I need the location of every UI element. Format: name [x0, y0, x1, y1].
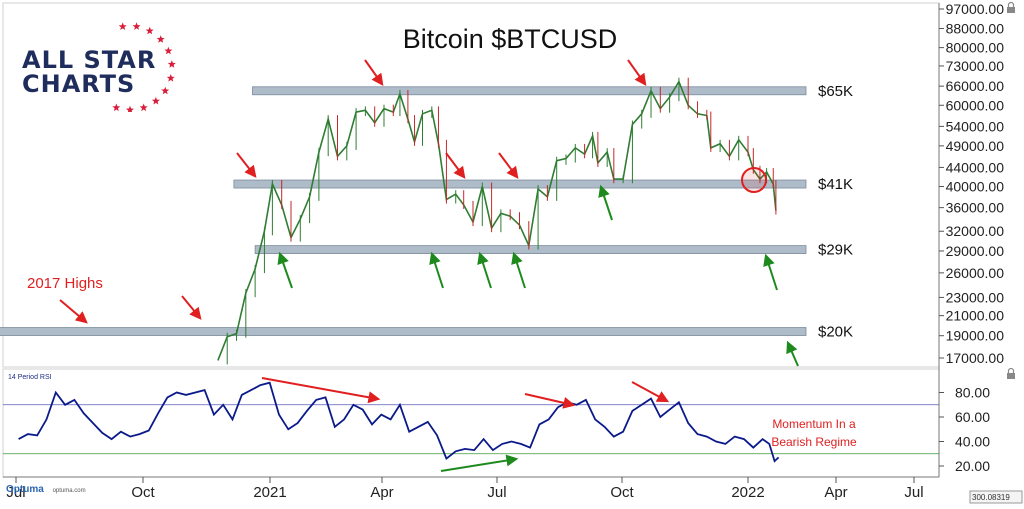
breakdown-circle — [741, 167, 767, 193]
price-tick-label: 88000.00 — [946, 21, 1005, 37]
logo-star — [151, 96, 160, 105]
time-tick-label: Jul — [487, 484, 506, 501]
lock-icon[interactable] — [1007, 1, 1015, 14]
rsi-red-arrow — [631, 381, 670, 403]
logo-star — [167, 60, 176, 68]
price-tick-label: 36000.00 — [946, 200, 1005, 216]
green-arrow — [477, 251, 492, 289]
optuma-logo-text: Optuma — [6, 484, 44, 495]
level-band — [254, 245, 807, 254]
logo-star — [118, 22, 127, 30]
green-arrow — [598, 184, 613, 221]
level-band — [252, 86, 807, 96]
logo-star — [112, 103, 121, 112]
price-tick-label: 97000.00 — [946, 1, 1005, 17]
time-tick-label: Jul — [904, 484, 923, 501]
rsi-tick-label: 80.00 — [955, 385, 990, 401]
rsi-red-arrow — [261, 377, 381, 404]
logo-star — [164, 46, 173, 55]
chart-title: Bitcoin $BTCUSD — [403, 24, 618, 54]
optuma-url: optuma.com — [52, 488, 86, 494]
time-tick-label: 2022 — [731, 484, 764, 501]
time-tick-label: Jul — [6, 484, 25, 501]
rsi-arrows — [261, 377, 670, 472]
price-tick-label: 60000.00 — [946, 97, 1005, 113]
rsi-annotation-line1: Momentum In a — [772, 417, 856, 431]
price-tick-label: 40000.00 — [946, 179, 1005, 195]
price-tick-label: 19000.00 — [946, 328, 1005, 344]
price-arrows-red — [59, 59, 647, 324]
readout-box — [969, 490, 1023, 504]
logo-star — [132, 22, 141, 30]
rsi-tick-label: 20.00 — [955, 458, 990, 474]
readout-value: 300.08319 — [972, 493, 1010, 502]
level-label: $29K — [818, 242, 853, 259]
green-arrow — [511, 251, 526, 289]
red-arrow — [445, 152, 466, 179]
level-label: $20K — [818, 324, 853, 341]
red-arrow — [181, 295, 202, 320]
price-tick-label: 29000.00 — [946, 243, 1005, 259]
rsi-green-arrow — [440, 454, 519, 472]
price-tick-label: 66000.00 — [946, 78, 1005, 94]
logo-star — [166, 74, 175, 82]
green-arrow — [763, 253, 778, 291]
green-arrow — [429, 251, 444, 289]
logo-line-2: CHARTS — [22, 70, 136, 98]
logo-line-1: ALL STAR — [22, 46, 157, 74]
price-tick-label: 17000.00 — [946, 350, 1005, 366]
price-tick-label: 49000.00 — [946, 138, 1005, 154]
red-arrow — [627, 59, 647, 86]
time-tick-label: Oct — [610, 484, 634, 501]
time-tick-label: Apr — [370, 484, 393, 501]
level-band — [233, 179, 807, 189]
price-tick-label: 80000.00 — [946, 40, 1005, 56]
annotation-2017-highs: 2017 Highs — [27, 275, 103, 292]
price-tick-label: 23000.00 — [946, 289, 1005, 305]
price-arrows-green — [277, 184, 799, 367]
allstarcharts-logo: ALL STAR CHARTS — [14, 22, 184, 112]
level-label: $41K — [818, 176, 853, 193]
level-label: $65K — [818, 83, 853, 100]
logo-star — [126, 105, 134, 112]
lock-icon[interactable] — [1007, 367, 1015, 379]
red-arrow — [498, 152, 519, 179]
price-tick-label: 32000.00 — [946, 223, 1005, 239]
time-tick-label: Oct — [131, 484, 155, 501]
logo-star — [161, 86, 170, 95]
red-arrow — [236, 152, 257, 178]
price-tick-label: 54000.00 — [946, 118, 1005, 134]
time-tick-label: Apr — [824, 484, 847, 501]
logo-star — [139, 103, 148, 112]
logo-star — [156, 35, 165, 43]
price-tick-label: 26000.00 — [946, 265, 1005, 281]
optuma-watermark: Optuma optuma.com — [6, 484, 86, 495]
rsi-tick-label: 60.00 — [955, 409, 990, 425]
price-series-line — [217, 79, 777, 361]
price-tick-label: 73000.00 — [946, 58, 1005, 74]
time-tick-label: 2021 — [253, 484, 286, 501]
logo-stars-arc — [112, 22, 176, 112]
price-tick-label: 44000.00 — [946, 159, 1005, 175]
red-arrow — [364, 59, 384, 86]
logo-star — [145, 26, 154, 35]
green-arrow — [786, 340, 799, 367]
red-arrow — [59, 299, 88, 324]
rsi-red-arrow — [524, 393, 576, 409]
level-band — [0, 327, 807, 336]
rsi-annotation-line2: Bearish Regime — [771, 435, 857, 449]
rsi-tick-label: 40.00 — [955, 434, 990, 450]
rsi-series-line — [18, 381, 780, 463]
price-tick-label: 21000.00 — [946, 308, 1005, 324]
green-arrow — [277, 251, 293, 289]
rsi-panel-title: 14 Period RSI — [8, 374, 52, 381]
